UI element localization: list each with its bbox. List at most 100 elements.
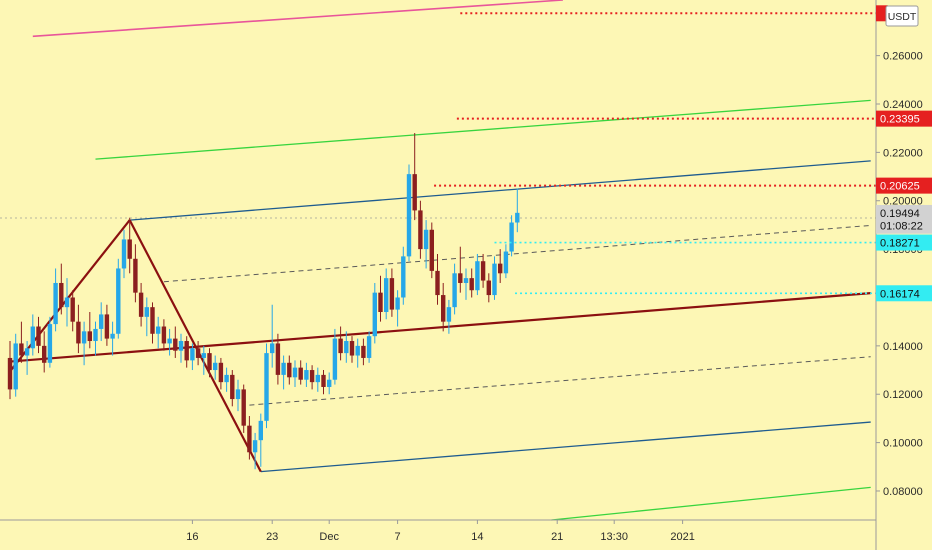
candle-body (138, 292, 144, 317)
candle-body (412, 174, 417, 211)
candle (127, 217, 132, 274)
candle (184, 336, 189, 368)
line-trend[interactable] (9, 292, 871, 363)
candle (458, 246, 463, 293)
candle-body (247, 425, 252, 453)
candle (309, 365, 315, 390)
y-tick-label: 0.12000 (883, 389, 923, 401)
candle-body (344, 341, 349, 354)
candle (156, 316, 161, 349)
candle (104, 304, 110, 346)
y-tick-label: 0.08000 (883, 486, 923, 498)
line-green-lower[interactable] (551, 486, 871, 521)
candle (281, 355, 286, 390)
candle-body (423, 229, 429, 250)
line-swing-2[interactable] (128, 219, 262, 473)
candle (99, 302, 104, 342)
candle (378, 275, 383, 322)
price-label[interactable]: 0.19494 (876, 204, 932, 221)
candle-body (76, 321, 81, 344)
candle-body (304, 370, 309, 380)
candle (480, 253, 486, 288)
candle-body (469, 278, 474, 291)
candle-body (361, 345, 366, 358)
candle-body (384, 278, 389, 312)
candle-body (498, 263, 503, 274)
price-label-text: 01:08:22 (880, 221, 923, 233)
candle (247, 416, 252, 460)
candle (252, 432, 258, 470)
candle-body (298, 367, 303, 380)
candle (492, 256, 497, 300)
x-tick-label: 7 (395, 531, 401, 543)
price-label[interactable]: 0.16174 (876, 285, 932, 302)
candle (349, 336, 355, 363)
x-tick-label: 23 (266, 531, 278, 543)
candle-body (406, 174, 412, 257)
candle (412, 133, 417, 221)
price-label[interactable]: 0.18271 (876, 234, 932, 251)
price-label[interactable]: 0.23395 (876, 110, 932, 127)
candle-body (127, 239, 132, 259)
candle (224, 367, 229, 392)
candle (264, 343, 269, 429)
candle-body (133, 258, 138, 293)
candle-body (47, 324, 53, 363)
line-midline-upper[interactable] (163, 224, 871, 283)
candle (344, 331, 349, 363)
price-label-box (876, 285, 932, 302)
y-tick-label: 0.22000 (883, 147, 923, 159)
candle (24, 341, 30, 375)
x-tick-label: 13:30 (600, 531, 628, 543)
candle (366, 331, 372, 363)
candle (207, 348, 212, 378)
x-tick-label: 2021 (670, 531, 694, 543)
candle-body (173, 338, 178, 351)
time-axis[interactable]: 16 23 Dec 7 14 21 13:30 2021 (186, 520, 695, 543)
candle (338, 326, 343, 361)
candle-body (378, 292, 383, 312)
candle-body (184, 341, 189, 361)
line-swing-1[interactable] (9, 219, 131, 372)
candle-body (7, 357, 13, 390)
candle-body (87, 331, 92, 342)
candle-body (292, 367, 298, 378)
candle-body (42, 345, 47, 363)
candle-body (53, 282, 58, 325)
candle (441, 282, 446, 332)
candle (138, 282, 144, 327)
candle (509, 215, 514, 257)
currency-badge[interactable]: USDT (885, 5, 919, 27)
candle (406, 164, 412, 262)
line-green-upper[interactable] (95, 99, 871, 160)
candle (475, 253, 480, 296)
candle (167, 328, 172, 356)
candle-body (195, 348, 201, 358)
price-label[interactable]: 0.20625 (876, 177, 932, 194)
candle-body (116, 268, 121, 334)
line-midline-lower[interactable] (249, 356, 871, 406)
candle-body (264, 353, 269, 421)
drawing-lines (9, 0, 871, 521)
candle-body (110, 333, 115, 339)
line-channel-upper[interactable] (129, 160, 871, 221)
candle (93, 321, 98, 356)
candle (287, 355, 292, 385)
currency-badge-box (885, 5, 919, 27)
price-label[interactable]: 01:08:22 (876, 217, 932, 234)
candle-body (252, 440, 258, 453)
candle (59, 263, 64, 315)
price-label-box (876, 204, 932, 221)
candle (486, 273, 491, 303)
candle-body (144, 307, 149, 317)
line-pink[interactable] (32, 0, 563, 38)
candle-body (401, 256, 406, 298)
price-label-box (876, 110, 932, 127)
candle (298, 360, 303, 385)
line-channel-lower[interactable] (260, 421, 871, 473)
price-levels (434, 12, 876, 295)
candle (270, 304, 275, 368)
candle (355, 338, 360, 368)
candle-body (258, 420, 263, 441)
